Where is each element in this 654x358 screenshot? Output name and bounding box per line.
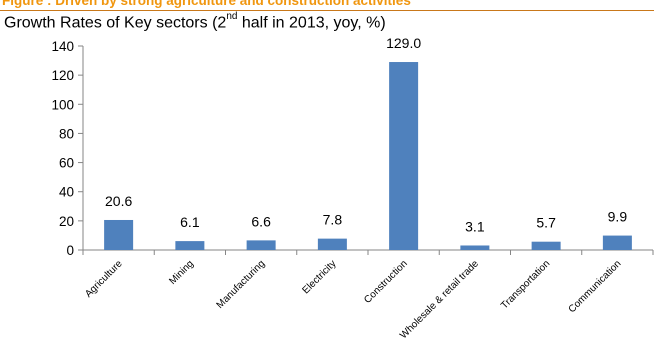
- category-label-4: Construction: [362, 258, 409, 305]
- y-tick-label: 120: [51, 68, 74, 83]
- category-label-5: Wholesale & retail trade: [398, 258, 481, 341]
- data-labels: 20.6 6.1 6.6 7.8 129.0 3.1 5.7 9.9: [105, 35, 627, 234]
- bar-1: [175, 241, 205, 250]
- bar-6: [531, 241, 561, 250]
- y-tick-label: 20: [59, 214, 74, 229]
- y-tick-label: 140: [51, 39, 74, 54]
- bars: [104, 62, 632, 251]
- data-label-1: 6.1: [180, 214, 200, 230]
- data-label-3: 7.8: [323, 212, 343, 228]
- data-label-0: 20.6: [105, 193, 132, 209]
- y-tick-label: 100: [51, 97, 74, 112]
- category-label-7: Communication: [567, 258, 624, 315]
- data-label-4: 129.0: [386, 35, 421, 51]
- y-tick-label: 0: [66, 243, 74, 258]
- category-label-0: Agriculture: [83, 258, 125, 300]
- category-label-3: Electricity: [300, 258, 338, 296]
- y-tick-label: 60: [59, 156, 74, 171]
- data-label-7: 9.9: [608, 209, 628, 225]
- chart-title-main: Growth Rates of Key sectors (2: [4, 14, 227, 32]
- bar-0: [104, 219, 134, 250]
- data-label-5: 3.1: [465, 218, 485, 234]
- chart-title-superscript: nd: [226, 11, 238, 22]
- bar-5: [460, 245, 490, 250]
- caption-rule: [0, 10, 654, 11]
- figure-caption: Figure : Driven by strong agriculture an…: [2, 0, 411, 8]
- category-labels: Agriculture Mining Manufacturing Electricit…: [83, 258, 623, 341]
- chart-title-rest: half in 2013, yoy, %): [237, 14, 386, 32]
- chart-title: Growth Rates of Key sectors (2nd half in…: [4, 11, 386, 32]
- bar-7: [602, 235, 632, 250]
- y-axis: 0 20 40 60 80 100 120 140: [51, 39, 84, 258]
- category-label-1: Mining: [167, 258, 196, 287]
- x-axis: [82, 249, 654, 255]
- y-tick-label: 40: [59, 185, 74, 200]
- bar-3: [317, 238, 347, 250]
- category-label-6: Transportation: [499, 258, 552, 311]
- bar-2: [246, 240, 276, 250]
- category-label-2: Manufacturing: [215, 258, 268, 311]
- bar-4: [389, 62, 419, 251]
- y-tick-label: 80: [59, 126, 74, 141]
- data-label-2: 6.6: [251, 213, 271, 229]
- data-label-6: 5.7: [536, 215, 556, 231]
